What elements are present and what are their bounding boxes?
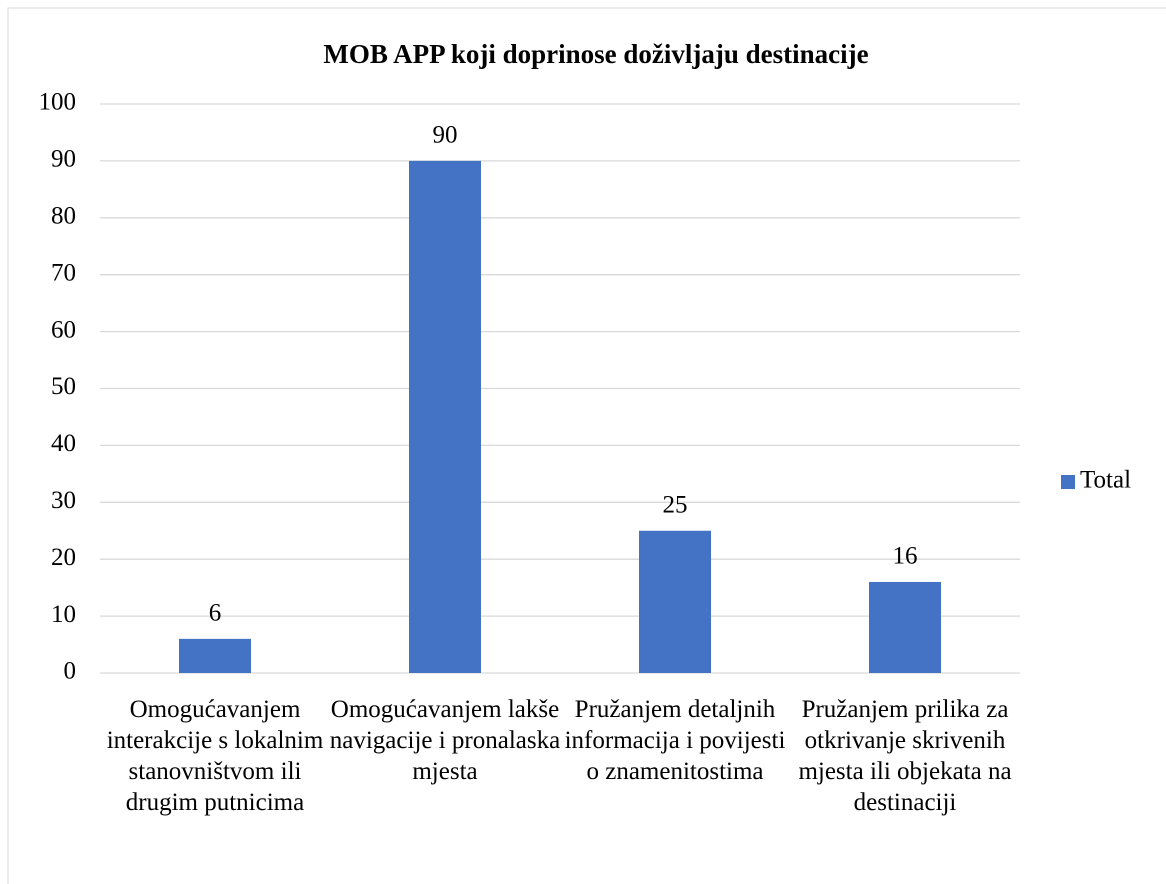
y-tick-label: 60 (51, 316, 76, 343)
y-tick-label: 10 (51, 601, 76, 628)
y-tick-label: 50 (51, 373, 76, 400)
bar (869, 581, 941, 673)
y-tick-label: 40 (51, 430, 76, 457)
x-tick-label: Pružanjem detaljnih informacija i povije… (564, 696, 786, 785)
legend-label: Total (1080, 467, 1131, 494)
bar (179, 638, 251, 673)
data-label: 25 (663, 491, 688, 518)
chart-title: MOB APP koji doprinose doživljaju destin… (323, 39, 868, 69)
y-tick-label: 90 (51, 146, 76, 173)
legend-swatch (1061, 475, 1075, 489)
data-label: 16 (893, 543, 918, 570)
y-tick-label: 100 (39, 89, 77, 116)
y-tick-label: 0 (64, 658, 77, 685)
y-tick-label: 30 (51, 487, 76, 514)
chart-frame (7, 7, 1166, 884)
y-tick-label: 70 (51, 259, 76, 286)
x-tick-label: Pružanjem prilika za otkrivanje skriveni… (798, 696, 1012, 816)
data-label: 6 (209, 600, 222, 627)
bar (639, 530, 711, 673)
y-tick-label: 20 (51, 544, 76, 571)
data-label: 90 (433, 122, 458, 149)
x-tick-label: Omogućavanjem lakše navigacije i pronala… (329, 696, 561, 785)
bar (409, 160, 481, 673)
y-tick-label: 80 (51, 203, 76, 230)
x-tick-label: Omogućavanjem interakcije s lokalnim sta… (106, 696, 324, 816)
